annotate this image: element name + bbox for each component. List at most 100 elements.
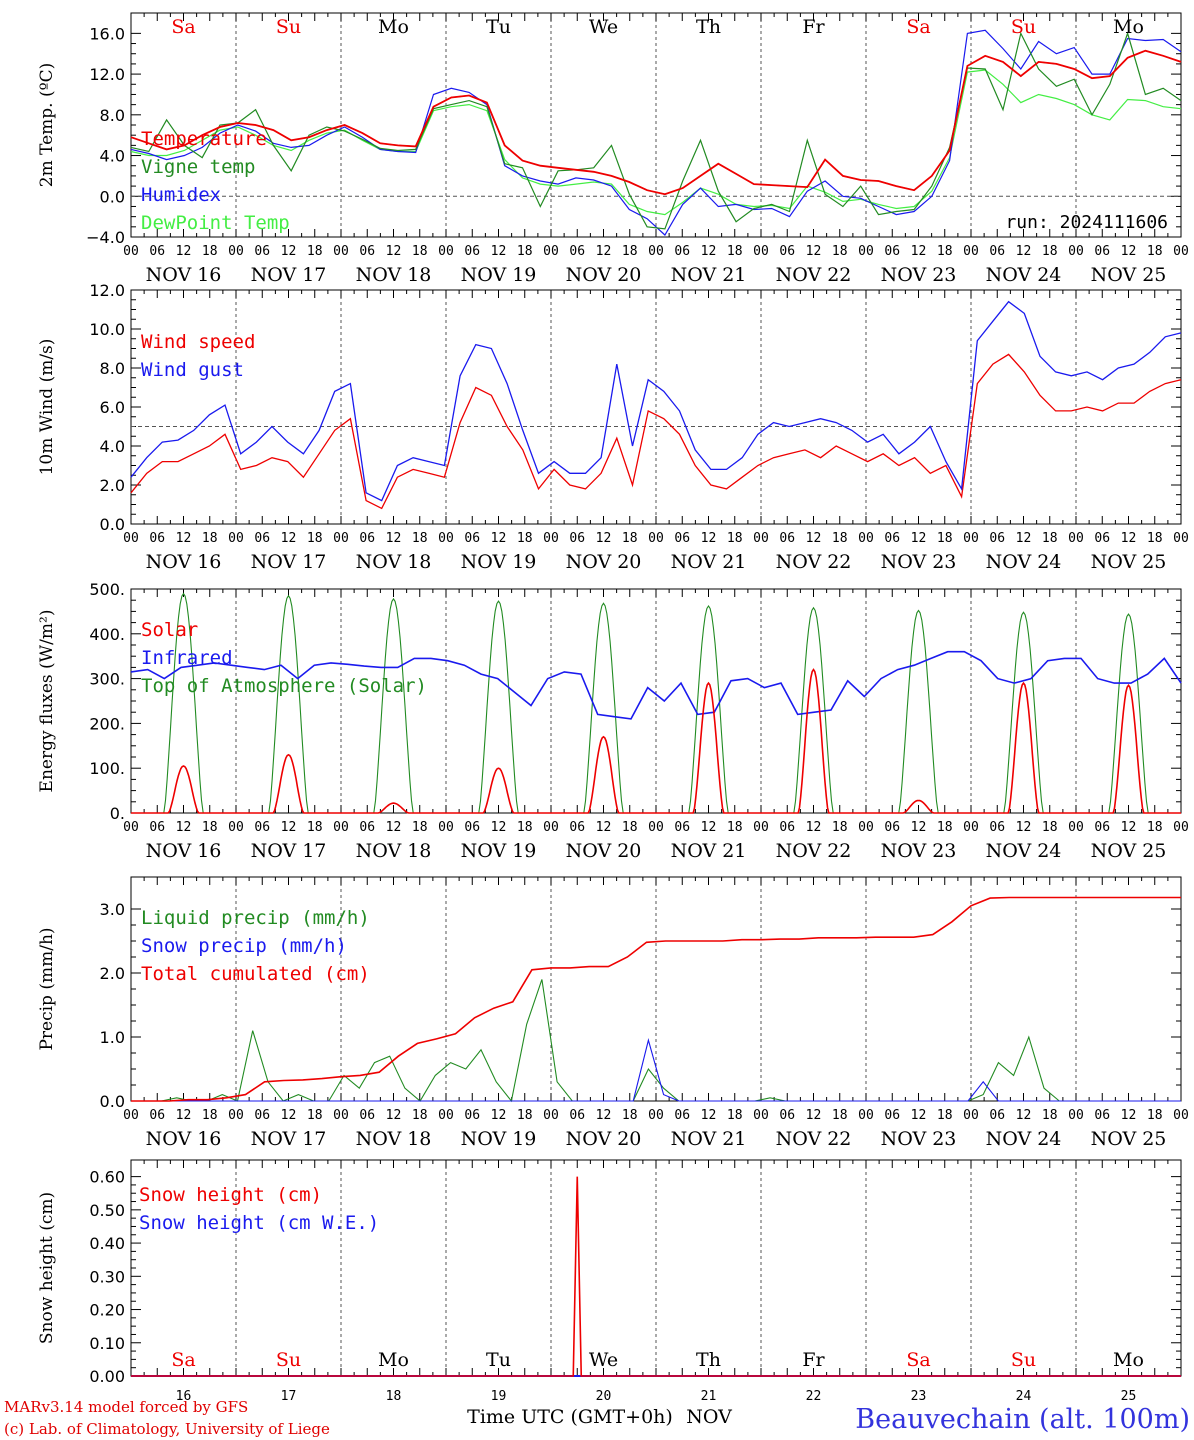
hour-label: 18 <box>832 1108 848 1123</box>
hour-label: 18 <box>307 1108 323 1123</box>
hour-label: 12 <box>491 244 507 259</box>
date-label: NOV 23 <box>881 840 957 862</box>
hour-label: 18 <box>937 531 953 546</box>
legend-entry: Snow precip (mm/h) <box>141 935 347 957</box>
hour-label: 12 <box>176 820 192 835</box>
y-tick-label: 8.0 <box>100 359 125 378</box>
hour-label: 06 <box>569 820 585 835</box>
series-line <box>131 896 1181 1102</box>
hour-label: 12 <box>1121 820 1137 835</box>
hour-label: 12 <box>701 820 717 835</box>
hour-label: 12 <box>1121 1108 1137 1123</box>
series-line <box>130 31 1182 230</box>
hour-label: 18 <box>307 820 323 835</box>
date-label: NOV 20 <box>566 1128 642 1150</box>
hour-label: 00 <box>228 531 244 546</box>
hour-label: 06 <box>149 1108 165 1123</box>
hour-label: 00 <box>438 820 454 835</box>
legend-entry: Temperature <box>141 128 267 150</box>
legend-entry: Vigne temp <box>141 156 255 178</box>
weekday-label: Su <box>276 1349 301 1371</box>
hour-label: 18 <box>412 820 428 835</box>
hour-label: 06 <box>884 1108 900 1123</box>
hour-label: 12 <box>911 1108 927 1123</box>
date-label: NOV 24 <box>986 1128 1062 1150</box>
hour-label: 06 <box>149 244 165 259</box>
hour-label: 00 <box>438 244 454 259</box>
y-tick-label: 12.0 <box>89 281 125 300</box>
weekday-label: Mo <box>378 1349 409 1371</box>
series-line <box>131 668 1181 814</box>
hour-label: 12 <box>596 531 612 546</box>
y-tick-label: 3.0 <box>100 900 125 919</box>
hour-label: 18 <box>202 1108 218 1123</box>
date-label: NOV 16 <box>146 264 222 286</box>
date-label: NOV 22 <box>776 264 852 286</box>
hour-label: 18 <box>307 244 323 259</box>
date-label: NOV 25 <box>1091 264 1167 286</box>
hour-label: 18 <box>622 531 638 546</box>
y-tick-label: 100. <box>89 759 125 778</box>
plot-panels: −4.0 0.0 4.0 8.0 12.0 16.0 2m Temp. (ºC) Temper… <box>37 12 1189 1428</box>
hour-label: 00 <box>1173 531 1189 546</box>
hour-label: 18 <box>517 531 533 546</box>
x-axis-label: Time UTC (GMT+0h) <box>467 1406 673 1428</box>
hour-label: 18 <box>832 531 848 546</box>
hour-label: 00 <box>753 820 769 835</box>
hour-label: 06 <box>464 1108 480 1123</box>
hour-label: 06 <box>884 820 900 835</box>
hour-label: 00 <box>543 820 559 835</box>
y-tick-label: 0.0 <box>100 515 125 534</box>
hour-label: 00 <box>858 531 874 546</box>
date-label: NOV 25 <box>1091 551 1167 573</box>
hour-label: 00 <box>1173 244 1189 259</box>
day-number-label: 22 <box>806 1389 822 1404</box>
day-number-label: 18 <box>386 1389 402 1404</box>
date-label: NOV 25 <box>1091 1128 1167 1150</box>
hour-label: 12 <box>386 531 402 546</box>
hour-label: 06 <box>569 244 585 259</box>
hour-label: 00 <box>333 244 349 259</box>
hour-label: 12 <box>1016 244 1032 259</box>
date-label: NOV 23 <box>881 264 957 286</box>
hour-label: 18 <box>202 531 218 546</box>
hour-label: 00 <box>333 1108 349 1123</box>
lab-credit: (c) Lab. of Climatology, University of L… <box>4 1420 330 1438</box>
date-label: NOV 17 <box>251 551 327 573</box>
day-number-label: 20 <box>596 1389 612 1404</box>
hour-label: 12 <box>386 820 402 835</box>
panel-3: 0. 100. 200. 300. 400. 500. Energy fluxes (W/m… <box>37 580 1189 862</box>
date-label: NOV 19 <box>461 840 537 862</box>
series-line <box>130 300 1182 502</box>
y-tick-label: 0.50 <box>89 1201 125 1220</box>
weekday-label: Su <box>276 16 301 38</box>
y-tick-label: 12.0 <box>89 65 125 84</box>
hour-label: 12 <box>386 1108 402 1123</box>
day-number-label: 21 <box>701 1389 717 1404</box>
weekday-label: Mo <box>1113 1349 1144 1371</box>
hour-label: 18 <box>727 820 743 835</box>
y-tick-label: 0.30 <box>89 1267 125 1286</box>
weekday-label: Mo <box>1113 16 1144 38</box>
hour-label: 00 <box>543 244 559 259</box>
hour-label: 00 <box>963 1108 979 1123</box>
hour-label: 18 <box>622 1108 638 1123</box>
y-tick-label: 4.0 <box>100 437 125 456</box>
legend-entry: Wind gust <box>141 359 244 381</box>
hour-label: 00 <box>753 1108 769 1123</box>
hour-label: 06 <box>674 820 690 835</box>
date-label: NOV 16 <box>146 551 222 573</box>
hour-label: 18 <box>622 244 638 259</box>
hour-label: 00 <box>753 531 769 546</box>
date-label: NOV 21 <box>671 1128 747 1150</box>
hour-label: 12 <box>806 820 822 835</box>
hour-label: 00 <box>648 820 664 835</box>
hour-label: 06 <box>254 1108 270 1123</box>
hour-label: 00 <box>648 531 664 546</box>
date-label: NOV 22 <box>776 840 852 862</box>
y-axis-label: 10m Wind (m/s) <box>37 339 57 476</box>
hour-label: 00 <box>963 820 979 835</box>
hour-label: 12 <box>491 1108 507 1123</box>
hour-label: 12 <box>701 1108 717 1123</box>
y-tick-label: 0.40 <box>89 1234 125 1253</box>
